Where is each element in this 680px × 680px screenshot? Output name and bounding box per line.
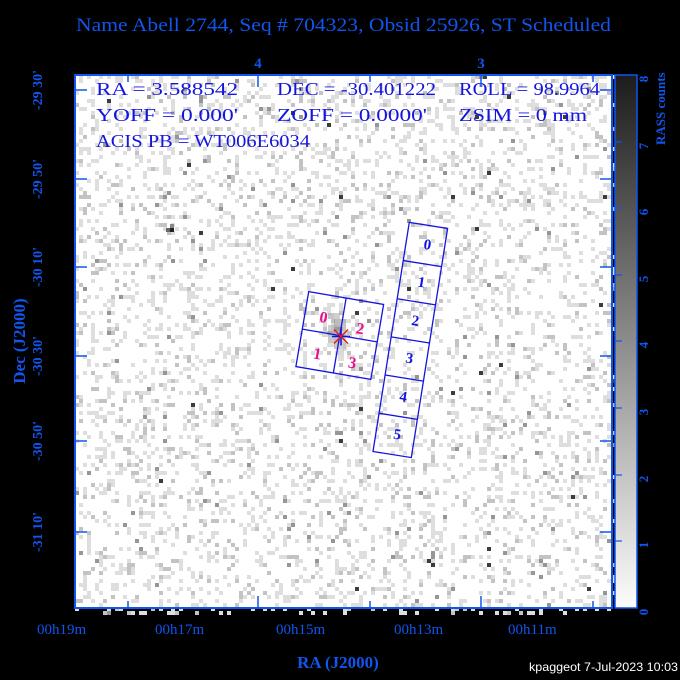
svg-text:Dec (J2000): Dec (J2000) <box>10 298 29 383</box>
svg-text:00h19m: 00h19m <box>37 622 87 638</box>
svg-text:3: 3 <box>477 56 485 72</box>
svg-text:1: 1 <box>636 542 651 549</box>
svg-text:00h17m: 00h17m <box>155 622 205 638</box>
svg-text:kpaggeot 7-Jul-2023 10:03: kpaggeot 7-Jul-2023 10:03 <box>529 660 678 674</box>
svg-text:4: 4 <box>254 56 262 72</box>
svg-text:-30 50': -30 50' <box>31 421 46 461</box>
svg-text:ZSIM = 0 mm: ZSIM = 0 mm <box>459 105 587 125</box>
svg-text:ROLL = 98.9964: ROLL = 98.9964 <box>459 79 600 99</box>
svg-text:-30 30': -30 30' <box>31 336 46 376</box>
svg-text:7: 7 <box>636 142 651 149</box>
svg-text:6: 6 <box>636 208 651 215</box>
svg-text:-30 10': -30 10' <box>31 247 46 287</box>
svg-text:3: 3 <box>636 408 651 415</box>
svg-text:00h15m: 00h15m <box>276 622 326 638</box>
svg-text:2: 2 <box>636 476 651 483</box>
svg-text:-29 30': -29 30' <box>31 70 46 110</box>
svg-text:8: 8 <box>636 75 651 82</box>
svg-text:DEC = -30.401222: DEC = -30.401222 <box>277 79 436 99</box>
svg-text:RASS counts: RASS counts <box>653 72 668 145</box>
svg-text:Name Abell 2744, Seq # 704323,: Name Abell 2744, Seq # 704323, Obsid 259… <box>76 15 612 36</box>
svg-text:4: 4 <box>636 341 651 348</box>
svg-text:-31 10': -31 10' <box>31 512 46 552</box>
svg-text:ACIS PB = WT006E6034: ACIS PB = WT006E6034 <box>96 131 310 151</box>
svg-text:RA = 3.588542: RA = 3.588542 <box>96 79 238 99</box>
svg-text:-29 50': -29 50' <box>31 159 46 199</box>
svg-text:0: 0 <box>636 609 651 616</box>
svg-text:YOFF = 0.000': YOFF = 0.000' <box>96 105 238 125</box>
svg-text:RA (J2000): RA (J2000) <box>297 653 379 672</box>
svg-text:ZOFF = 0.0000': ZOFF = 0.0000' <box>277 105 427 125</box>
svg-text:5: 5 <box>636 275 651 282</box>
svg-text:00h11m: 00h11m <box>508 622 557 638</box>
svg-text:00h13m: 00h13m <box>394 622 444 638</box>
